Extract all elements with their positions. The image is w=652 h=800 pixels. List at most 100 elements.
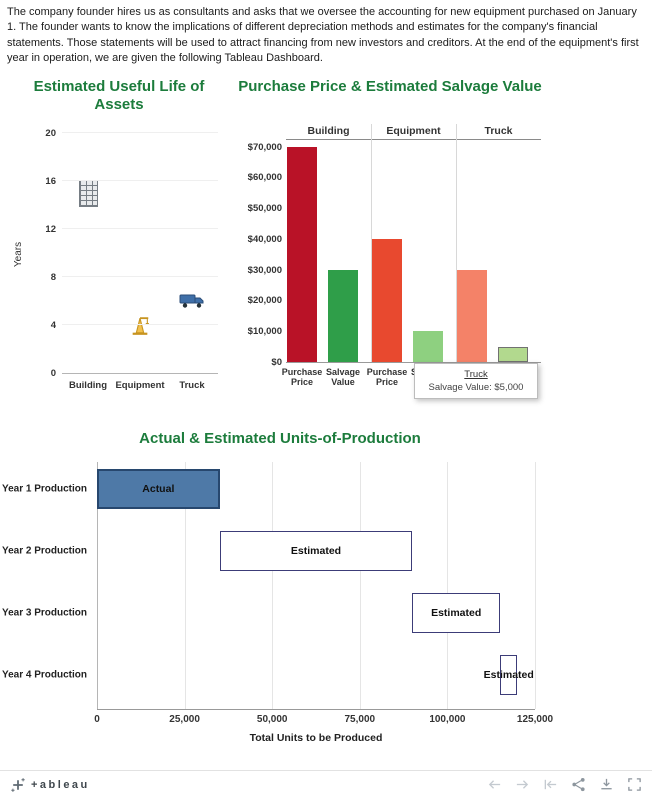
tableau-logo[interactable]: +ableau — [10, 777, 90, 793]
crane-icon[interactable] — [129, 314, 151, 337]
y-axis-tick: $30,000 — [247, 264, 282, 276]
price-salvage-chart-title: Purchase Price & Estimated Salvage Value — [238, 78, 542, 95]
tooltip-text: Salvage Value: $5,000 — [428, 382, 524, 393]
pane-divider — [371, 124, 372, 362]
column-header: Truck — [484, 125, 513, 137]
equipment-salvage-value-bar[interactable] — [413, 331, 443, 362]
y-axis-tick: $60,000 — [247, 172, 282, 184]
gridline — [97, 462, 98, 709]
undo-icon[interactable] — [487, 778, 502, 791]
bar-label: Actual — [142, 483, 175, 495]
row-label: Year 2 Production — [1, 545, 87, 557]
measure-label-line: Price — [375, 377, 399, 388]
tableau-logo-text: +ableau — [31, 778, 90, 791]
year-1-actual-bar[interactable]: Actual — [97, 469, 220, 509]
x-axis-title: Total Units to be Produced — [249, 732, 383, 744]
year-4-estimated-bar[interactable]: Estimated — [484, 655, 534, 695]
tableau-toolbar: +ableau — [0, 770, 652, 798]
row-label: Year 4 Production — [1, 669, 87, 681]
y-axis-tick: $70,000 — [247, 141, 282, 153]
x-axis-tick: 125,000 — [516, 714, 554, 725]
row-label: Year 1 Production — [1, 483, 87, 495]
column-header: Building — [307, 125, 350, 137]
x-axis-tick: 50,000 — [256, 714, 288, 725]
download-icon[interactable] — [599, 777, 614, 792]
useful-life-plot — [62, 132, 218, 374]
category-label: Equipment — [115, 380, 165, 391]
bar-label: Estimated — [290, 545, 342, 557]
gridline — [62, 132, 218, 133]
fullscreen-icon[interactable] — [627, 777, 642, 792]
toolbar-icons — [487, 777, 642, 792]
gridline — [535, 462, 536, 709]
bar-label: Estimated — [483, 669, 534, 681]
gridline — [184, 462, 186, 709]
y-axis-tick: 12 — [45, 224, 56, 235]
measure-label-line: Purchase — [281, 367, 323, 377]
units-production-plot: Actual Estimated Estimated Estimated — [97, 462, 536, 710]
share-icon[interactable] — [571, 777, 586, 792]
y-axis-tick: $20,000 — [247, 295, 282, 307]
tableau-logo-icon — [11, 777, 25, 792]
y-axis: 0 4 8 12 16 20 — [26, 128, 56, 379]
x-axis-tick: 25,000 — [169, 714, 200, 725]
measure-label-line: Purchase — [366, 367, 408, 377]
column-header: Equipment — [386, 125, 441, 137]
truck-purchase-price-bar[interactable] — [457, 269, 487, 362]
y-axis-tick: 0 — [50, 368, 56, 379]
intro-text: The company founder hires us as consulta… — [7, 6, 639, 65]
x-axis: Building Equipment Truck — [62, 380, 218, 394]
y-axis-tick: $50,000 — [247, 203, 282, 215]
building-icon[interactable] — [78, 179, 98, 207]
building-salvage-value-bar[interactable] — [328, 269, 358, 362]
gridline — [62, 324, 218, 325]
price-salvage-plot — [286, 124, 541, 363]
measure-label-line: Salvage — [325, 367, 361, 377]
year-2-estimated-bar[interactable]: Estimated — [219, 531, 413, 571]
column-headers: Building Equipment Truck — [286, 124, 541, 140]
y-axis-tick: 20 — [45, 128, 56, 139]
y-axis: $0 $10,000 $20,000 $30,000 $40,000 $50,000 $60… — [234, 140, 282, 368]
year-3-estimated-bar[interactable]: Estimated — [412, 593, 500, 633]
y-axis-tick: $10,000 — [247, 326, 282, 338]
equipment-purchase-price-bar[interactable] — [372, 238, 402, 362]
truck-icon[interactable] — [179, 293, 205, 309]
redo-icon[interactable] — [515, 778, 530, 791]
category-label: Truck — [179, 380, 205, 391]
gridline — [359, 462, 361, 709]
x-axis: 0 25,000 50,000 75,000 100,000 125,000 — [0, 714, 652, 728]
bar-label: Estimated — [431, 607, 482, 619]
useful-life-chart: Estimated Useful Life of Assets Years 0 4… — [8, 78, 230, 413]
measure-label-line: Value — [331, 377, 355, 388]
y-axis-tick: $0 — [271, 357, 282, 368]
category-label: Building — [69, 380, 107, 391]
x-axis-tick: 100,000 — [429, 714, 466, 725]
gridline — [62, 228, 218, 229]
useful-life-chart-title: Estimated Useful Life of Assets — [33, 78, 205, 113]
gridline — [272, 462, 274, 709]
pane-divider — [456, 124, 457, 362]
y-axis-tick: 16 — [45, 176, 56, 187]
gridline — [62, 180, 218, 181]
units-production-chart-title: Actual & Estimated Units-of-Production — [139, 430, 421, 447]
tooltip: Truck Salvage Value: $5,000 — [414, 363, 538, 399]
units-production-chart: Actual & Estimated Units-of-Production Y… — [0, 428, 652, 768]
price-salvage-chart: Purchase Price & Estimated Salvage Value… — [234, 78, 546, 423]
y-axis-tick: $40,000 — [247, 233, 282, 245]
building-purchase-price-bar[interactable] — [287, 146, 317, 362]
truck-salvage-value-bar[interactable] — [498, 346, 528, 362]
tooltip-title: Truck — [464, 369, 488, 380]
row-label: Year 3 Production — [1, 607, 87, 619]
row-labels: Year 1 Production Year 2 Production Year 3… — [0, 462, 92, 710]
x-axis-tick: 0 — [94, 714, 100, 725]
y-axis-tick: 4 — [50, 320, 56, 331]
revert-icon[interactable] — [543, 778, 558, 791]
gridline — [62, 276, 218, 277]
y-axis-tick: 8 — [50, 272, 56, 283]
measure-label-line: Price — [290, 377, 314, 388]
x-axis-tick: 75,000 — [344, 714, 376, 725]
